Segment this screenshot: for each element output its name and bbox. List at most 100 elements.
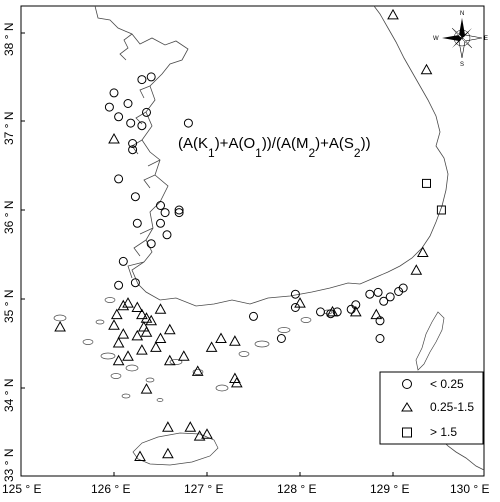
compass-w: W	[433, 36, 439, 42]
station-triangle-32	[205, 341, 218, 352]
station-triangle-20	[131, 329, 144, 341]
station-triangle-7	[326, 305, 339, 317]
x-tick-label-126: 126 ° E	[91, 482, 131, 496]
station-triangle-42	[134, 450, 146, 461]
formula-part-5: ))	[361, 135, 371, 152]
tsushima-island	[415, 311, 445, 371]
station-circle-20	[114, 280, 124, 290]
station-circle-34	[385, 292, 395, 302]
station-circle-14	[174, 208, 184, 218]
legend: < 0.25 0.25-1.5 > 1.5	[379, 371, 484, 445]
axis-ticks	[21, 32, 394, 476]
x-tick-label-129: 129 ° E	[370, 482, 410, 496]
station-triangle-37	[140, 383, 153, 394]
station-triangle-5	[370, 308, 383, 320]
legend-triangle-icon	[401, 402, 413, 412]
formula-part-1: (A(K	[178, 135, 208, 152]
formula-part-2: )+A(O	[215, 135, 255, 152]
station-circle-6	[142, 107, 151, 117]
formula-part-4: )+A(S	[315, 135, 354, 152]
station-triangle-15	[140, 312, 153, 323]
station-square-1	[436, 205, 446, 215]
formula-sub-2: 1	[255, 146, 262, 160]
station-triangle-6	[349, 305, 362, 317]
station-triangle-43	[162, 447, 174, 459]
legend-label-circle: < 0.25	[430, 377, 464, 391]
station-circle-4	[114, 112, 124, 122]
y-tick-labels: 33 ° N 34 ° N 35 ° N 36 ° N 37 ° N 38 ° …	[2, 23, 16, 482]
x-tick-labels: 125 ° E 126 ° E 127 ° E 128 ° E 129 ° E …	[2, 482, 490, 496]
station-circle-9	[128, 139, 138, 148]
formula-sub-4: 2	[354, 146, 361, 160]
station-circle-3	[104, 102, 114, 112]
station-markers	[54, 8, 446, 461]
station-triangle-0	[387, 8, 399, 20]
y-tick-label-35: 35 ° N	[2, 290, 16, 323]
station-circle-7	[137, 121, 147, 131]
station-circle-2	[109, 88, 119, 98]
station-triangle-19	[140, 326, 153, 337]
legend-box	[379, 371, 484, 445]
station-circle-13	[174, 205, 184, 215]
station-circle-0	[137, 75, 147, 85]
station-triangle-11	[117, 299, 130, 311]
station-triangle-26	[163, 323, 176, 335]
legend-label-square: > 1.5	[430, 425, 457, 439]
legend-label-triangle: 0.25-1.5	[430, 400, 474, 414]
svg-text:(A(K1)+A(O1))/(A(M2)+A(S2)): (A(K1)+A(O1))/(A(M2)+A(S2))	[178, 135, 371, 160]
station-triangle-23	[122, 350, 134, 361]
station-circle-28	[351, 300, 361, 310]
station-circle-10	[128, 145, 138, 155]
y-tick-label-33: 33 ° N	[2, 449, 16, 482]
jeju-island	[132, 432, 219, 466]
station-triangle-34	[229, 335, 241, 346]
station-circle-19	[132, 218, 142, 228]
station-circle-41	[130, 192, 140, 202]
station-triangle-1	[420, 63, 433, 75]
station-triangle-31	[191, 365, 204, 376]
station-triangle-22	[112, 336, 125, 348]
station-circle-11	[183, 118, 193, 128]
station-triangle-10	[108, 319, 120, 330]
station-circle-38	[276, 334, 286, 343]
station-triangle-4	[294, 297, 306, 308]
mainland-coastline	[94, 5, 449, 307]
station-triangle-28	[136, 344, 148, 355]
station-triangle-17	[145, 314, 158, 326]
compass-n: N	[460, 11, 464, 17]
x-tick-label-125: 125 ° E	[2, 482, 42, 496]
station-circle-39	[162, 230, 172, 240]
y-tick-label-36: 36 ° N	[2, 201, 16, 234]
station-triangle-12	[122, 297, 134, 308]
y-tick-label-34: 34 ° N	[2, 379, 16, 412]
station-circle-8	[126, 118, 136, 128]
station-triangle-39	[193, 430, 206, 441]
formula-sub-1: 1	[208, 146, 215, 160]
formula-label: (A(K1)+A(O1))/(A(M2)+A(S2))	[178, 135, 371, 160]
x-tick-label-127: 127 ° E	[184, 482, 224, 496]
station-circle-31	[379, 296, 389, 306]
station-circle-36	[375, 334, 385, 343]
station-circle-37	[249, 311, 258, 321]
station-square-0	[422, 178, 431, 188]
station-triangle-8	[54, 320, 66, 332]
y-tick-label-38: 38 ° N	[2, 23, 16, 56]
station-triangle-18	[154, 303, 167, 314]
station-triangle-29	[163, 354, 176, 366]
station-triangle-41	[184, 421, 197, 432]
station-circle-15	[160, 208, 170, 218]
station-triangle-14	[136, 308, 148, 320]
station-circle-24	[316, 307, 325, 317]
x-tick-label-130: 130 ° E	[450, 482, 490, 496]
station-triangle-33	[215, 332, 227, 343]
legend-circle-icon	[402, 379, 412, 389]
compass-s: S	[460, 62, 464, 68]
station-triangle-38	[162, 421, 174, 432]
station-circle-33	[398, 283, 408, 293]
station-circle-12	[114, 174, 124, 184]
station-circle-21	[118, 256, 128, 266]
station-circle-16	[156, 201, 165, 210]
station-triangle-21	[117, 328, 130, 339]
station-triangle-25	[154, 332, 167, 343]
